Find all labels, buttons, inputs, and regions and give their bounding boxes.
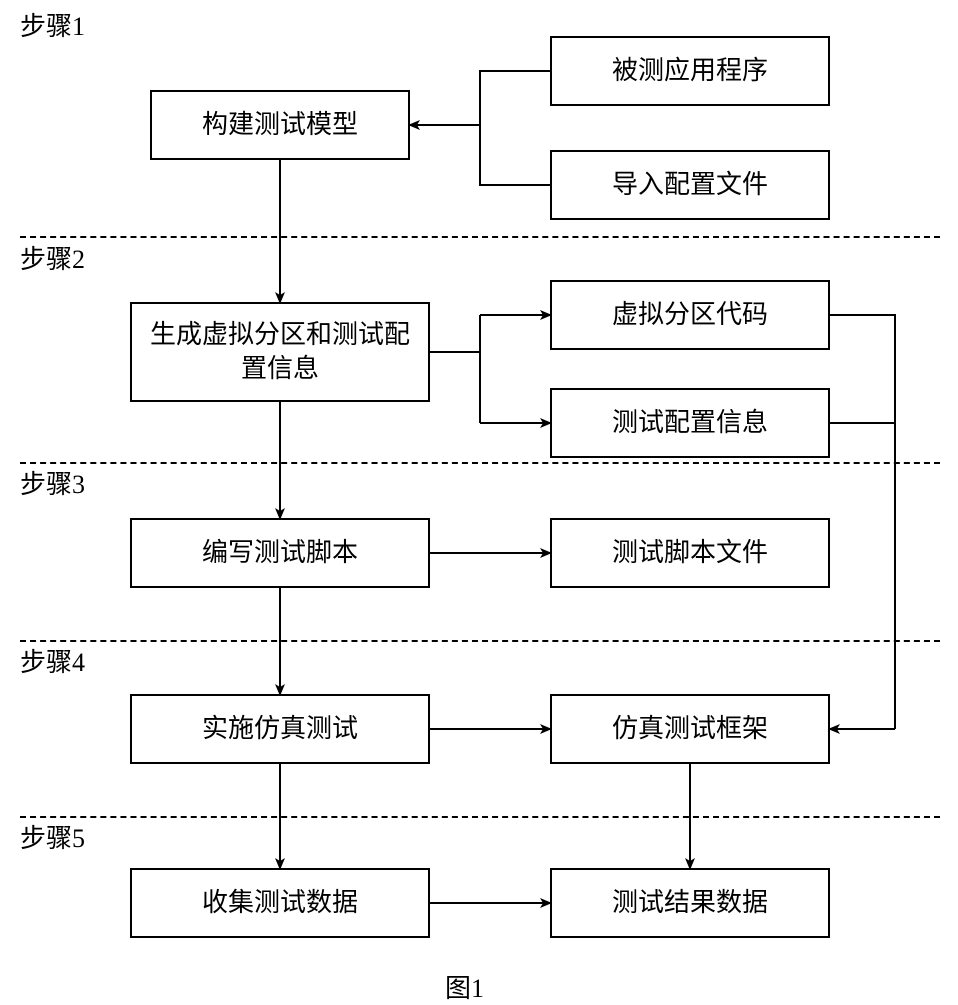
box-result-data: 测试结果数据 <box>550 868 830 938</box>
box-virtual-code: 虚拟分区代码 <box>550 280 830 350</box>
step-label-4: 步骤4 <box>20 642 85 679</box>
flowchart-canvas: 步骤1 步骤2 步骤3 步骤4 步骤5 图1 构建测试模型 被测应用程序 导入配… <box>0 0 958 1000</box>
step-label-5: 步骤5 <box>20 818 85 855</box>
divider-1 <box>20 236 940 238</box>
step-label-3: 步骤3 <box>20 464 85 501</box>
box-write-script: 编写测试脚本 <box>130 518 430 588</box>
box-test-config-info: 测试配置信息 <box>550 388 830 458</box>
box-collect-data: 收集测试数据 <box>130 868 430 938</box>
box-sim-framework: 仿真测试框架 <box>550 694 830 764</box>
box-script-file: 测试脚本文件 <box>550 518 830 588</box>
divider-4 <box>20 816 940 818</box>
box-run-sim: 实施仿真测试 <box>130 694 430 764</box>
step-label-1: 步骤1 <box>20 6 85 43</box>
divider-2 <box>20 462 940 464</box>
step-label-2: 步骤2 <box>20 239 85 276</box>
figure-label: 图1 <box>445 968 484 1005</box>
box-gen-virtual: 生成虚拟分区和测试配置信息 <box>130 302 430 402</box>
box-build-model: 构建测试模型 <box>150 90 410 160</box>
box-import-config: 导入配置文件 <box>550 150 830 220</box>
divider-3 <box>20 640 940 642</box>
box-app-under-test: 被测应用程序 <box>550 36 830 106</box>
